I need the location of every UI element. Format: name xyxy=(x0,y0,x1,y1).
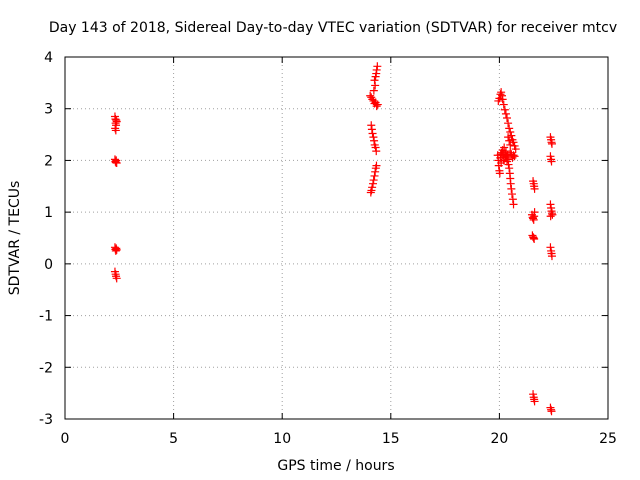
data-point xyxy=(498,91,507,100)
data-point xyxy=(505,164,514,173)
data-point xyxy=(507,150,516,159)
ticks: 0 5 10 15 20 25 -3 -2 -1 0 1 2 3 4 xyxy=(39,50,617,447)
x-tick-label: 5 xyxy=(169,431,178,447)
data-point xyxy=(505,124,514,133)
data-point xyxy=(372,102,381,111)
grid xyxy=(65,57,608,419)
data-point xyxy=(499,100,508,109)
data-point xyxy=(496,90,505,99)
data-point xyxy=(111,126,120,135)
y-tick-label: -3 xyxy=(39,412,53,428)
y-tick-label: 4 xyxy=(44,50,53,66)
data-point xyxy=(506,127,515,136)
data-point xyxy=(366,188,375,197)
y-tick-label: 3 xyxy=(44,102,53,118)
data-point xyxy=(368,179,377,188)
data-marks xyxy=(110,62,557,416)
data-point xyxy=(546,200,555,209)
data-point xyxy=(500,105,509,114)
data-point xyxy=(373,100,382,109)
data-point xyxy=(370,171,379,180)
data-point xyxy=(504,160,513,169)
data-point xyxy=(371,143,380,152)
data-point xyxy=(529,232,538,241)
data-point xyxy=(497,88,506,97)
data-point xyxy=(530,208,539,217)
data-point xyxy=(505,136,514,145)
data-point xyxy=(112,159,121,168)
x-tick-label: 10 xyxy=(273,431,291,447)
y-tick-label: 2 xyxy=(44,153,53,169)
data-point xyxy=(503,114,512,123)
data-point xyxy=(373,62,382,71)
data-point xyxy=(530,184,539,193)
data-point xyxy=(112,245,121,254)
data-point xyxy=(547,157,556,166)
chart-title: Day 143 of 2018, Sidereal Day-to-day VTE… xyxy=(49,20,617,36)
y-tick-label: 0 xyxy=(44,257,53,273)
y-tick-label: -1 xyxy=(39,309,53,325)
data-point xyxy=(368,129,377,138)
data-point xyxy=(504,119,513,128)
data-point xyxy=(546,243,555,252)
data-point xyxy=(504,133,513,142)
x-tick-label: 0 xyxy=(61,431,70,447)
data-point xyxy=(369,176,378,185)
data-point xyxy=(112,274,121,283)
data-point xyxy=(370,136,379,145)
y-tick-label: 1 xyxy=(44,205,53,221)
x-tick-label: 25 xyxy=(599,431,617,447)
data-point xyxy=(547,139,556,148)
data-point xyxy=(368,183,377,192)
data-point xyxy=(530,397,539,406)
data-point xyxy=(507,184,516,193)
data-point xyxy=(547,252,556,261)
x-tick-label: 15 xyxy=(382,431,400,447)
data-point xyxy=(112,272,121,281)
data-point xyxy=(511,145,520,154)
data-point xyxy=(530,235,539,244)
data-point xyxy=(495,169,504,178)
data-point xyxy=(370,76,379,85)
data-point xyxy=(546,403,555,412)
data-point xyxy=(529,214,538,223)
data-point xyxy=(548,210,557,219)
data-point xyxy=(371,81,380,90)
data-point xyxy=(508,195,517,204)
x-tick-label: 20 xyxy=(490,431,508,447)
data-point xyxy=(367,125,376,134)
data-point xyxy=(371,167,380,176)
data-point xyxy=(506,140,515,149)
data-point xyxy=(112,117,121,126)
data-point xyxy=(546,212,555,221)
data-point xyxy=(501,109,510,118)
data-point xyxy=(498,95,507,104)
data-point xyxy=(372,161,381,170)
data-point xyxy=(500,143,509,152)
y-tick-label: -2 xyxy=(39,360,53,376)
data-point xyxy=(506,148,515,157)
data-point xyxy=(367,121,376,130)
data-point xyxy=(509,200,518,209)
data-point xyxy=(547,407,556,416)
data-point xyxy=(507,190,516,199)
data-point xyxy=(372,147,381,156)
data-point xyxy=(369,133,378,142)
data-point xyxy=(372,65,381,74)
plot-frame xyxy=(64,56,609,420)
y-axis-label: SDTVAR / TECUs xyxy=(7,181,23,296)
data-point xyxy=(501,147,510,156)
data-point xyxy=(369,86,378,95)
data-point xyxy=(506,179,515,188)
x-axis-label: GPS time / hours xyxy=(277,458,394,474)
